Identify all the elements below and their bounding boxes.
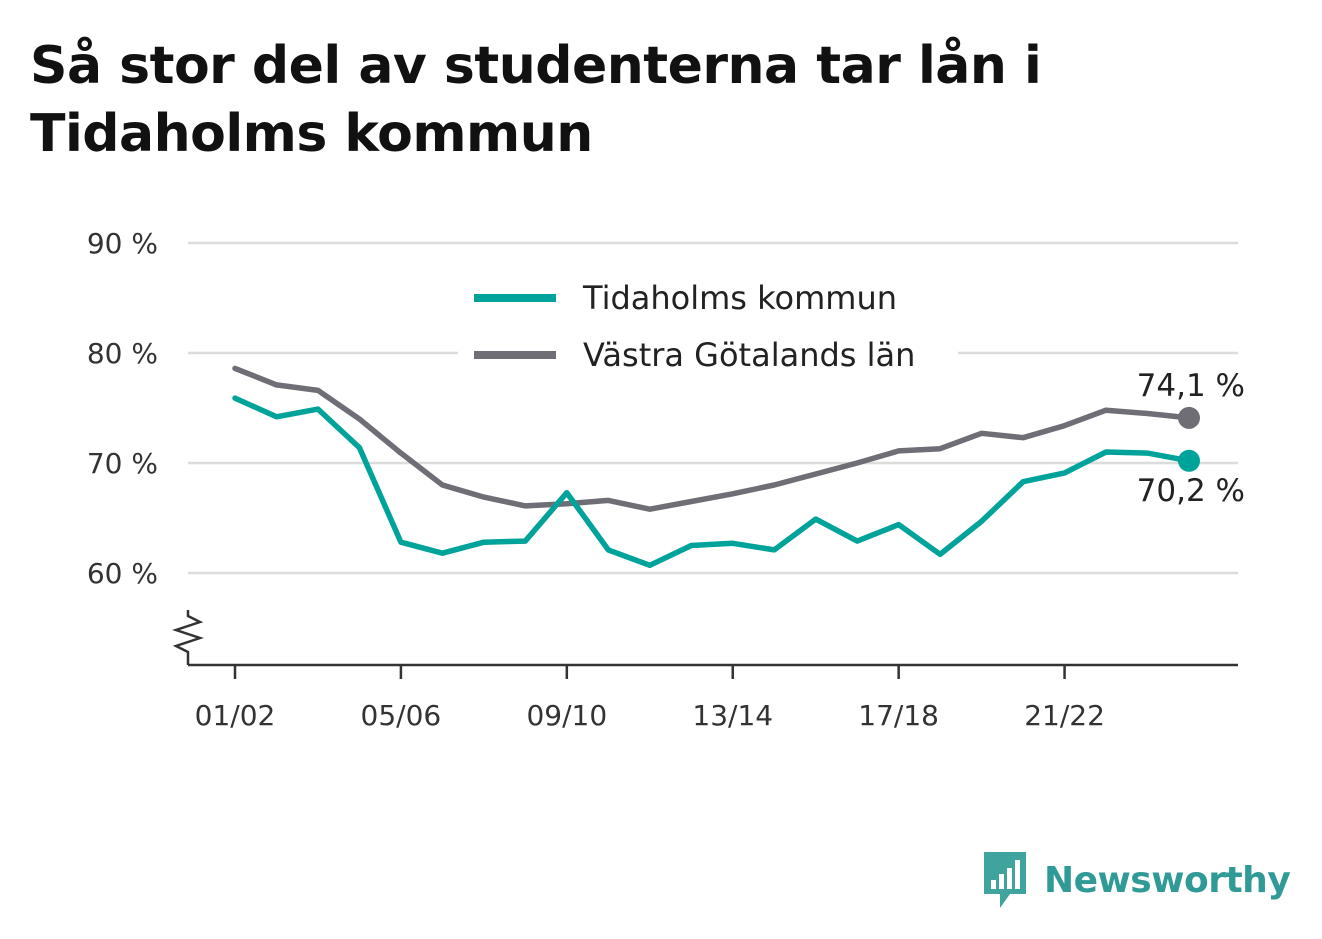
legend: Tidaholms kommun Västra Götalands län bbox=[458, 272, 958, 384]
legend-label: Tidaholms kommun bbox=[582, 279, 897, 317]
x-axis-ticks: 01/02 05/06 09/10 13/14 17/18 21/22 bbox=[195, 665, 1105, 732]
legend-label: Västra Götalands län bbox=[583, 336, 915, 374]
end-marker bbox=[1178, 449, 1200, 472]
end-value-label: 70,2 % bbox=[1137, 473, 1245, 509]
brand: Newsworthy bbox=[980, 850, 1291, 910]
y-tick-label: 70 % bbox=[87, 447, 158, 480]
series-line bbox=[232, 365, 1192, 512]
x-tick-label: 09/10 bbox=[526, 699, 607, 732]
chart-title: Så stor del av studenterna tar lån i Tid… bbox=[30, 36, 1042, 164]
y-tick-label: 60 % bbox=[87, 557, 158, 590]
y-axis-ticks: 60 % 70 % 80 % 90 % bbox=[87, 227, 158, 590]
end-labels: 74,1 % 70,2 % bbox=[1137, 368, 1245, 509]
series-line bbox=[232, 395, 1192, 569]
x-tick-label: 13/14 bbox=[692, 699, 773, 732]
newsworthy-logo-icon bbox=[984, 852, 1026, 908]
x-axis bbox=[172, 610, 1238, 667]
end-value-label: 74,1 % bbox=[1137, 368, 1245, 404]
series-lines bbox=[232, 365, 1192, 569]
x-tick-label: 05/06 bbox=[361, 699, 442, 732]
legend-background bbox=[458, 272, 958, 384]
axis-break-icon bbox=[172, 610, 204, 660]
x-tick-label: 21/22 bbox=[1024, 699, 1105, 732]
y-tick-label: 90 % bbox=[87, 227, 158, 260]
y-tick-label: 80 % bbox=[87, 337, 158, 370]
x-tick-label: 17/18 bbox=[858, 699, 939, 732]
x-tick-label: 01/02 bbox=[195, 699, 276, 732]
brand-name: Newsworthy bbox=[1044, 859, 1291, 901]
end-marker bbox=[1178, 406, 1200, 429]
